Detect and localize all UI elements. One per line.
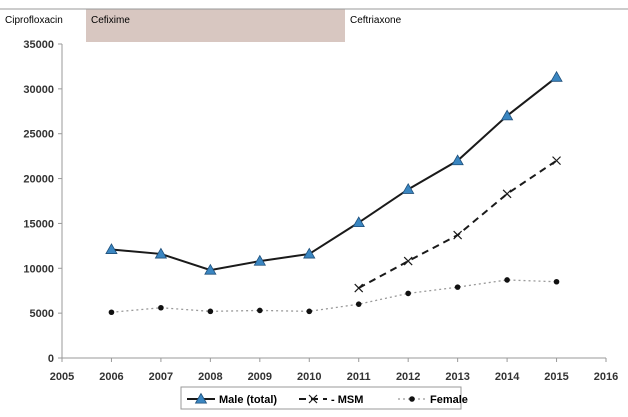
series-line-male-total xyxy=(111,76,558,272)
series-layer xyxy=(105,70,563,316)
series-line-female xyxy=(111,279,557,313)
legend-swatch-marker xyxy=(194,392,208,404)
data-point-msm xyxy=(403,256,413,266)
data-point-msm-stroke xyxy=(354,283,364,293)
treatment-label-ciprofloxacin: Ciprofloxacin xyxy=(5,15,63,26)
data-point-female xyxy=(504,277,510,283)
data-point-msm-stroke xyxy=(552,156,561,166)
x-tick-label: 2012 xyxy=(396,371,420,383)
x-tick-label: 2011 xyxy=(347,371,371,383)
y-tick-label: 0 xyxy=(48,353,54,365)
y-tick-label: 25000 xyxy=(23,129,54,141)
data-point-male-total xyxy=(105,243,118,254)
legend-item-msm: - MSM xyxy=(299,394,363,406)
data-point-male-total xyxy=(550,70,563,82)
data-point-female xyxy=(158,304,164,311)
legend-label: Male (total) xyxy=(219,394,277,406)
data-point-msm xyxy=(354,283,364,293)
treatment-label-ceftriaxone: Ceftriaxone xyxy=(350,15,402,26)
treatment-band-ceftriaxone xyxy=(345,9,588,42)
data-point-male-total xyxy=(500,109,514,121)
data-point-male-total xyxy=(154,247,168,259)
data-point-female xyxy=(257,307,263,314)
x-tick-label: 2006 xyxy=(99,371,123,383)
data-point-male-total xyxy=(303,247,316,259)
data-point-female xyxy=(306,308,313,315)
data-point-female xyxy=(207,308,214,315)
data-point-male-total xyxy=(352,216,365,228)
x-tick-label: 2013 xyxy=(445,371,469,383)
series-msm xyxy=(354,156,561,293)
treatment-band-cefixime xyxy=(86,9,345,42)
data-point-female xyxy=(553,278,560,285)
series-male-total xyxy=(105,70,563,275)
data-point-msm xyxy=(453,230,463,240)
legend-label: - MSM xyxy=(331,394,363,406)
x-tick-label: 2008 xyxy=(198,371,222,383)
y-tick-label: 20000 xyxy=(23,174,54,186)
y-tick-label: 5000 xyxy=(30,308,54,320)
x-tick-label: 2007 xyxy=(149,371,173,383)
data-point-female xyxy=(405,290,411,297)
legend-swatch-marker xyxy=(409,396,415,402)
data-point-female xyxy=(108,309,115,316)
x-tick-label: 2009 xyxy=(248,371,272,383)
data-point-male-total xyxy=(401,183,415,194)
x-tick-label: 2010 xyxy=(297,371,321,383)
data-point-msm-stroke xyxy=(502,189,512,199)
data-point-msm-stroke xyxy=(453,230,463,240)
legend-box xyxy=(180,386,462,410)
treatment-period-bands: Ciprofloxacin Cefixime Ceftriaxone xyxy=(0,8,628,42)
data-point-male-total xyxy=(204,263,217,275)
y-tick-label: 15000 xyxy=(23,218,54,230)
data-point-female xyxy=(454,284,461,290)
treatment-band-ciprofloxacin xyxy=(0,9,86,42)
y-tick-label: 10000 xyxy=(23,263,54,275)
legend-item-female: Female xyxy=(398,394,468,406)
data-point-msm xyxy=(552,156,561,166)
treatment-label-cefixime: Cefixime xyxy=(91,15,130,26)
data-point-female xyxy=(355,301,362,307)
legend-swatch-marker-stroke xyxy=(308,394,318,404)
data-point-msm xyxy=(502,189,512,199)
axes: 0 5000 10000 15000 20000 25000 30000 35000 2005 2… xyxy=(23,39,618,383)
y-tick-label: 35000 xyxy=(23,39,54,51)
y-tick-label: 30000 xyxy=(23,84,54,96)
legend-label: Female xyxy=(430,394,468,406)
series-female xyxy=(108,277,560,316)
x-tick-label: 2015 xyxy=(544,371,568,383)
series-line-msm xyxy=(358,159,558,289)
x-tick-label: 2014 xyxy=(495,371,520,383)
data-point-male-total xyxy=(253,254,267,266)
legend-item-male-total: Male (total) xyxy=(187,392,277,406)
legend-swatch-marker xyxy=(308,394,318,404)
data-point-msm-stroke xyxy=(403,256,413,266)
legend: Male (total) - MSM Female xyxy=(180,386,468,410)
x-tick-label: 2016 xyxy=(594,371,618,383)
data-point-male-total xyxy=(451,154,464,166)
x-tick-label: 2005 xyxy=(50,371,74,383)
